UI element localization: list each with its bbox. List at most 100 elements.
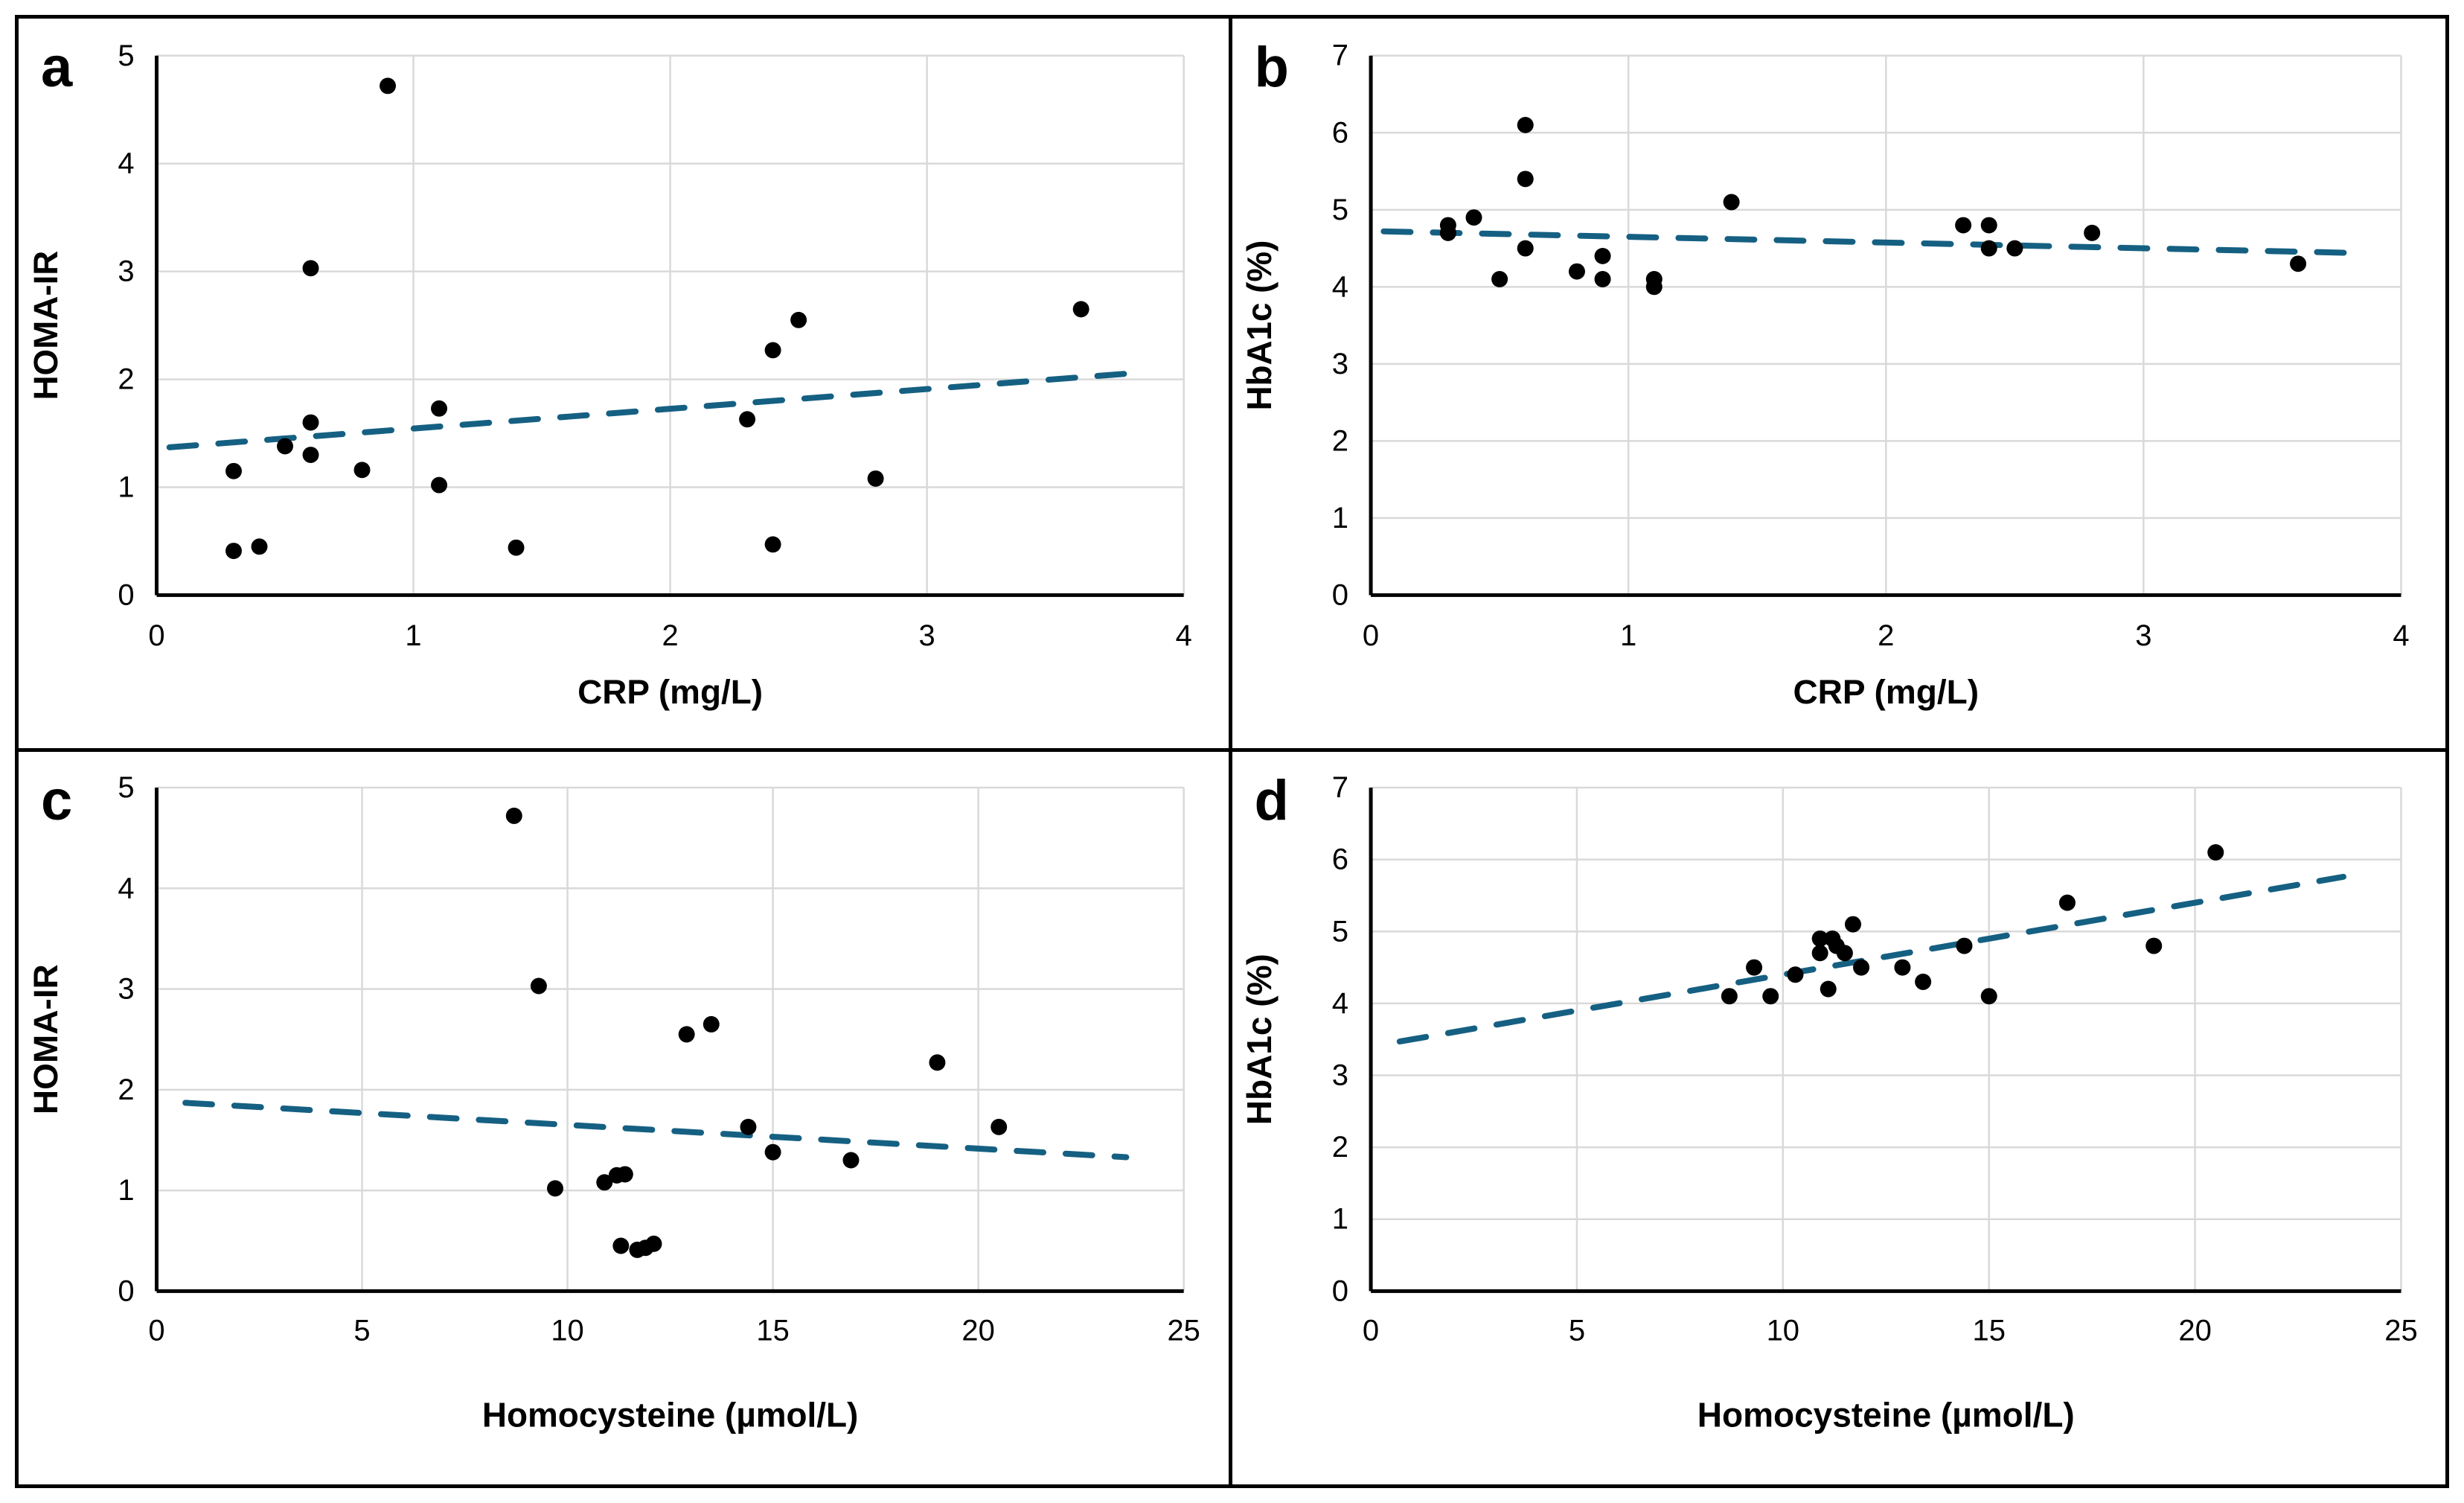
data-point [1721,987,1738,1004]
data-point [1072,301,1089,318]
data-point [645,1235,662,1252]
x-tick-label: 15 [1972,1314,2005,1347]
data-point [703,1015,720,1033]
data-point [929,1053,946,1070]
data-point [1594,271,1611,287]
trendline [166,369,1141,450]
y-tick-label: 0 [1331,1274,1348,1307]
data-point [2289,255,2306,272]
data-point [764,536,781,553]
scatter-chart-b: 0 1 2 3 4 0 1 2 3 4 5 6 7 CRP (mg/L) HbA1c (%) [1239,39,2409,711]
data-point [790,311,807,328]
data-point [1844,916,1861,933]
data-point [1954,217,1971,234]
panel-a: 0 1 2 3 4 0 1 2 3 4 5 CRP (mg/L) HOMA-IR a [19,19,1232,752]
x-axis-title: CRP (mg/L) [1793,672,1979,711]
data-point [302,447,319,463]
data-point [2058,894,2076,911]
gridlines [156,54,1185,596]
data-point [616,1165,633,1182]
data-point [991,1118,1008,1135]
x-tick-label: 20 [2178,1314,2211,1347]
y-tick-label: 2 [1331,424,1348,457]
data-points [1439,116,2306,296]
data-point [842,1152,860,1169]
data-point [1745,959,1762,976]
data-point [225,543,242,559]
panel-label-d: d [1254,768,1289,832]
data-point [1811,930,1828,947]
panel-d: 0 5 10 15 20 25 0 1 2 3 4 5 6 7 Homocysteine (µmol/L) H… [1232,751,2445,1484]
y-tick-label: 1 [118,471,134,504]
gridlines [1370,786,2402,1291]
x-tick-label: 20 [961,1314,994,1347]
x-tick-label: 10 [551,1314,583,1347]
trendline [1380,228,2358,256]
data-point [225,462,242,479]
x-axis-title: Homocysteine (µmol/L) [1697,1395,2074,1434]
y-tick-label: 3 [1331,348,1348,380]
panel-c: 0 5 10 15 20 25 0 1 2 3 4 5 Homocysteine (µmol/L) HOM… [19,751,1232,1484]
data-point [505,807,522,824]
x-tick-label: 5 [353,1314,370,1347]
data-point [380,77,396,95]
x-tick-label: 4 [2393,619,2409,652]
data-point [1491,271,1508,287]
y-tick-label: 1 [118,1174,134,1207]
data-point [1980,217,1997,234]
data-point [1465,209,1482,226]
data-point [353,462,371,479]
scatter-chart-c: 0 5 10 15 20 25 0 1 2 3 4 5 Homocysteine (µmol/L) HOM… [26,770,1200,1433]
y-tick-label: 1 [1331,1202,1348,1235]
y-tick-label: 0 [118,578,134,611]
data-point [867,470,884,487]
data-point [596,1173,613,1190]
data-point [739,411,756,428]
scatter-chart-d: 0 5 10 15 20 25 0 1 2 3 4 5 6 7 Homocysteine (µmol/L) H… [1240,771,2418,1434]
data-point [1852,959,1869,976]
data-point [1517,116,1534,133]
data-point [547,1179,563,1196]
y-tick-label: 0 [1331,578,1348,611]
data-point [1761,987,1779,1004]
data-point [1439,224,1456,241]
x-tick-label: 4 [1176,619,1192,652]
y-tick-label: 4 [1331,986,1348,1019]
data-point [2083,224,2100,241]
y-axis-title: HOMA-IR [26,964,65,1114]
y-tick-label: 6 [1331,843,1348,875]
data-point [1811,944,1828,961]
panel-b: 0 1 2 3 4 0 1 2 3 4 5 6 7 CRP (mg/L) HbA1c (%) b [1232,19,2445,752]
trendline [1396,873,2346,1044]
x-tick-label: 0 [148,1314,164,1347]
data-point [2006,240,2023,257]
tick-labels: 0 1 2 3 4 0 1 2 3 4 5 6 7 [1331,39,2409,652]
y-axis-title: HbA1c (%) [1240,954,1279,1125]
data-point [530,977,547,995]
y-tick-label: 1 [1331,502,1348,534]
data-point [1568,263,1585,280]
data-point [764,1143,781,1161]
x-tick-label: 5 [1568,1314,1584,1347]
data-point [1594,247,1611,264]
y-tick-label: 2 [1331,1131,1348,1164]
data-point [1914,973,1931,990]
data-point [1820,980,1837,998]
y-tick-label: 4 [118,147,134,180]
data-point [251,538,268,555]
data-point [2145,937,2162,954]
data-point [302,260,319,277]
y-tick-label: 4 [118,872,134,904]
y-axis-title: HOMA-IR [27,251,65,401]
data-point [678,1025,695,1042]
x-tick-label: 0 [148,619,164,652]
y-tick-label: 3 [118,972,134,1005]
data-point [740,1118,757,1135]
x-tick-label: 25 [2384,1314,2417,1347]
y-tick-label: 5 [118,770,134,803]
data-point [764,342,781,359]
x-tick-label: 2 [662,619,678,652]
y-tick-label: 7 [1331,771,1348,804]
data-point [1723,194,1740,211]
x-tick-label: 10 [1766,1314,1799,1347]
